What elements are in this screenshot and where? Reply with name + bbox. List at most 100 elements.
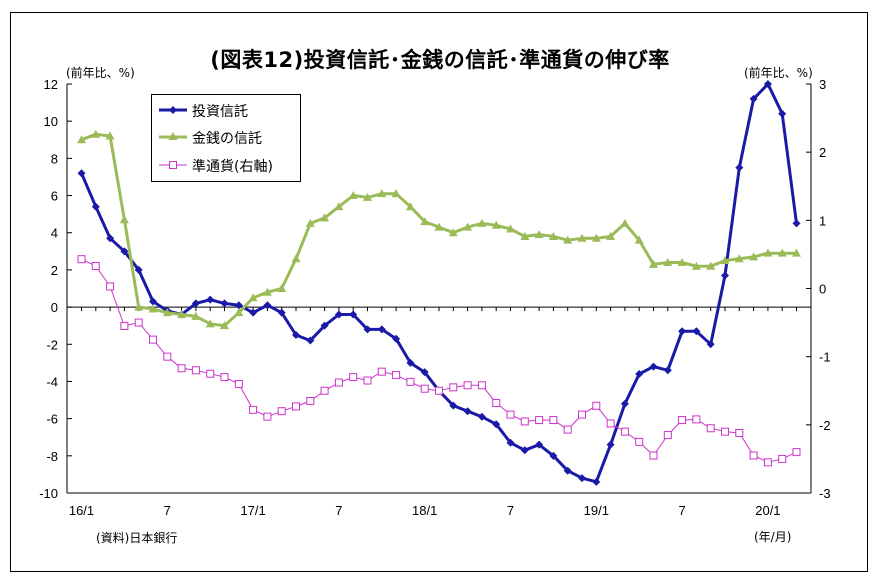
data-point-kinsen <box>234 308 244 317</box>
data-point-toushin <box>77 169 86 178</box>
data-point-juntsuka <box>678 416 687 425</box>
data-point-juntsuka <box>392 371 401 380</box>
data-point-kinsen <box>591 233 601 242</box>
data-point-toushin <box>678 327 687 336</box>
data-point-kinsen <box>520 231 530 240</box>
data-point-kinsen <box>305 218 315 227</box>
data-point-juntsuka <box>191 366 200 375</box>
data-point-kinsen <box>262 287 272 296</box>
data-point-kinsen <box>291 254 301 263</box>
data-point-toushin <box>735 163 744 172</box>
legend-label-juntsuka: 準通貨(右軸) <box>192 159 273 175</box>
data-point-kinsen <box>706 261 716 270</box>
data-point-kinsen <box>363 192 372 201</box>
data-point-toushin <box>349 310 358 319</box>
data-point-toushin <box>649 362 658 371</box>
data-point-kinsen <box>491 220 501 229</box>
data-point-toushin <box>134 265 143 274</box>
data-point-juntsuka <box>578 410 586 419</box>
series-line-juntsuka <box>81 258 797 463</box>
data-point-toushin <box>477 412 486 421</box>
data-point-toushin <box>234 301 243 310</box>
data-point-juntsuka <box>306 396 315 405</box>
data-point-juntsuka <box>492 399 501 408</box>
data-point-toushin <box>277 308 286 317</box>
data-point-juntsuka <box>635 437 644 446</box>
data-point-kinsen <box>448 228 458 237</box>
data-point-toushin <box>620 399 629 408</box>
data-point-toushin <box>578 474 586 483</box>
data-point-juntsuka <box>320 386 329 395</box>
data-point-kinsen <box>248 293 258 302</box>
left-tick-label: 8 <box>51 151 58 166</box>
data-point-kinsen <box>548 231 558 240</box>
data-point-toushin <box>292 330 300 339</box>
data-point-kinsen <box>205 319 215 328</box>
legend-item-juntsuka: 準通貨(右軸) <box>152 154 300 176</box>
data-point-juntsuka <box>77 255 86 264</box>
data-point-kinsen <box>134 302 144 311</box>
data-point-kinsen <box>763 248 773 257</box>
data-point-kinsen <box>691 261 701 270</box>
right-tick-label: 3 <box>819 77 826 92</box>
legend-label-kinsen: 金銭の信託 <box>192 131 262 147</box>
data-point-kinsen <box>577 233 587 242</box>
data-point-juntsuka <box>163 352 172 361</box>
data-point-kinsen <box>720 256 730 265</box>
data-point-juntsuka <box>177 364 186 373</box>
left-tick-label: 2 <box>51 263 58 278</box>
data-point-kinsen <box>77 135 86 144</box>
left-axis-unit: (前年比、%) <box>66 66 135 80</box>
legend: 投資信託 金銭の信託 準通貨(右軸) <box>151 94 301 182</box>
data-point-juntsuka <box>706 424 715 433</box>
data-point-toushin <box>263 301 272 310</box>
data-point-toushin <box>306 336 315 345</box>
data-point-toushin <box>120 247 129 256</box>
data-point-juntsuka <box>692 415 701 424</box>
legend-item-kinsen: 金銭の信託 <box>152 126 300 148</box>
data-point-kinsen <box>563 235 573 244</box>
chart-frame <box>10 12 868 572</box>
left-tick-label: -4 <box>46 374 58 389</box>
x-axis-unit: (年/月) <box>754 530 792 544</box>
data-point-juntsuka <box>549 416 558 425</box>
data-point-juntsuka <box>292 402 300 411</box>
left-tick-label: 6 <box>51 189 58 204</box>
data-point-toushin <box>592 477 601 486</box>
data-point-juntsuka <box>120 321 129 330</box>
x-tick-label: 20/1 <box>755 503 780 518</box>
left-tick-label: -2 <box>46 337 58 352</box>
x-tick-label: 18/1 <box>412 503 437 518</box>
x-tick-label: 7 <box>164 503 171 518</box>
data-point-kinsen <box>377 189 387 198</box>
data-point-kinsen <box>277 284 287 292</box>
right-tick-label: -2 <box>819 418 831 433</box>
right-axis-unit: (前年比、%) <box>744 66 813 80</box>
data-point-kinsen <box>477 218 487 227</box>
series-juntsuka <box>77 255 801 467</box>
data-point-juntsuka <box>663 431 672 440</box>
data-point-toushin <box>420 368 429 377</box>
data-point-juntsuka <box>263 412 272 421</box>
data-point-juntsuka <box>249 405 258 414</box>
right-tick-label: 0 <box>819 282 826 297</box>
data-point-juntsuka <box>277 407 286 416</box>
data-point-toushin <box>692 327 701 336</box>
data-point-kinsen <box>191 311 201 320</box>
data-point-juntsuka <box>435 386 443 395</box>
left-tick-label: -6 <box>46 412 58 427</box>
right-tick-label: -3 <box>819 486 831 501</box>
left-tick-label: 12 <box>44 77 58 92</box>
data-point-kinsen <box>663 257 673 266</box>
data-point-kinsen <box>620 218 630 227</box>
data-point-kinsen <box>677 257 687 266</box>
data-point-juntsuka <box>420 384 429 393</box>
data-point-juntsuka <box>206 369 215 378</box>
x-tick-label: 7 <box>507 503 514 518</box>
data-point-kinsen <box>420 217 430 226</box>
data-point-juntsuka <box>749 451 758 460</box>
data-point-kinsen <box>148 304 158 313</box>
x-tick-label: 16/1 <box>69 503 94 518</box>
